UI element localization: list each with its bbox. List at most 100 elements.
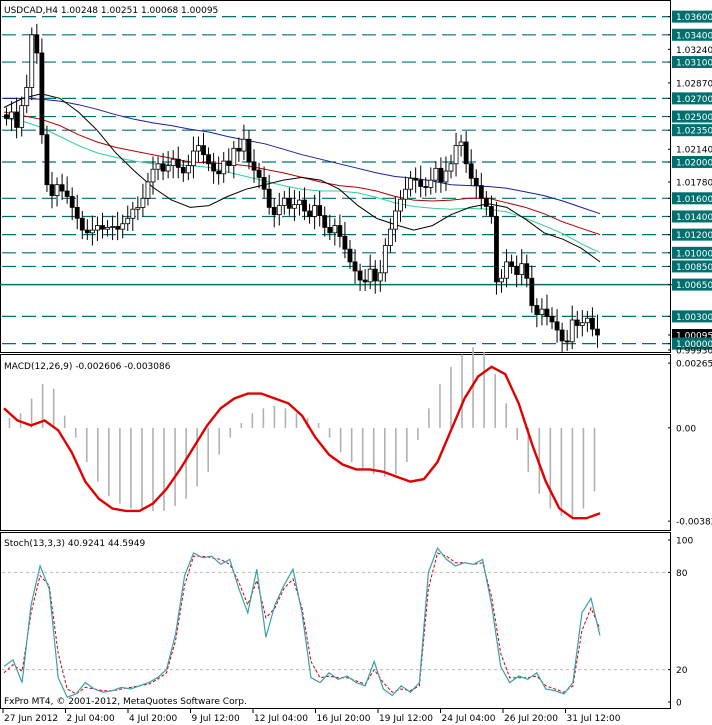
price-bar-body-15 (79, 217, 85, 231)
price-bar-body-24 (125, 217, 131, 225)
price-bar-body-83 (423, 186, 429, 188)
price-tick-label-7: 1.02350 (676, 127, 712, 137)
time-tick-label-2: 4 Jul 20:00 (129, 714, 178, 724)
time-tick-label-7: 24 Jul 04:00 (442, 714, 496, 724)
price-bar-body-102 (519, 263, 525, 276)
price-tick-label-19: 1.00000 (676, 340, 712, 350)
price-bar-body-109 (554, 321, 560, 331)
time-tick-label-5: 16 Jul 20:00 (317, 714, 371, 724)
price-bar-body-7 (39, 52, 45, 136)
macd-signal-polyline (3, 365, 601, 520)
macd-panel-frame (0, 354, 671, 531)
price-bar-body-46 (236, 147, 242, 152)
macd-panel-title: MACD(12,26,9) -0.002606 -0.003086 (4, 362, 171, 372)
price-level-lines (0, 16, 712, 345)
price-bar-body-60 (307, 210, 312, 217)
price-bar-body-92 (468, 163, 474, 179)
price-bar-body-71 (362, 279, 368, 283)
price-bar-body-77 (393, 210, 398, 230)
price-bar-body-19 (100, 225, 105, 230)
macd-tick-label-0: 0.00265 (676, 360, 712, 370)
price-bar-body-114 (579, 322, 585, 326)
price-bar-body-52 (266, 188, 272, 208)
time-tick-label-0: 27 Jun 2012 (4, 714, 58, 724)
price-bar-body-104 (529, 277, 535, 306)
price-bar-body-66 (337, 225, 343, 237)
price-tick-label-3: 1.03100 (676, 59, 712, 69)
ma-blue-line (4, 97, 601, 215)
time-axis: 27 Jun 2012 2 Jul 04:00 4 Jul 20:00 9 Jul 1… (2, 709, 621, 724)
price-tick-label-9: 1.02000 (676, 158, 712, 168)
price-bar-body-29 (150, 168, 156, 183)
price-panel-frame (0, 0, 671, 353)
price-tick-label-2: 1.03240 (676, 46, 712, 56)
price-bar-body-17 (89, 229, 95, 234)
price-tick-label-1: 1.03400 (676, 31, 712, 41)
price-bar-body-90 (458, 141, 464, 147)
price-bar-body-31 (160, 163, 166, 172)
price-bar-body-40 (206, 154, 211, 165)
price-bar-body-106 (539, 308, 545, 315)
price-bar-body-21 (110, 226, 115, 228)
price-tick-box-0 (672, 10, 712, 23)
price-tick-label-10: 1.01780 (676, 178, 712, 188)
stoch-level-lines (2, 571, 671, 671)
time-tick-label-6: 19 Jul 12:00 (379, 714, 433, 724)
stoch-tick-label-1: 80 (676, 569, 688, 579)
time-tick-label-4: 12 Jul 04:00 (254, 714, 308, 724)
price-bar-body-6 (34, 34, 40, 54)
price-tick-box-3 (672, 56, 712, 69)
price-tick-label-14: 1.01000 (676, 249, 712, 259)
price-bar-body-43 (221, 160, 227, 175)
price-bar-body-35 (180, 167, 186, 174)
price-bar-body-3 (19, 105, 25, 128)
price-bar-body-88 (448, 163, 454, 172)
price-bar-body-16 (84, 229, 90, 234)
price-tick-label-12: 1.01400 (676, 213, 712, 223)
ma-green-line (3, 117, 601, 254)
price-tick-box-15 (672, 260, 712, 273)
price-bar-body-96 (489, 206, 494, 217)
price-bar-body-32 (165, 165, 171, 172)
price-bar-body-76 (387, 228, 393, 246)
price-bar-body-22 (115, 226, 121, 230)
price-bar-body-61 (312, 205, 318, 217)
price-bar-body-0 (4, 114, 9, 119)
price-bar-body-85 (433, 167, 439, 181)
price-bar-body-112 (569, 319, 575, 343)
price-bar-body-75 (382, 245, 388, 274)
time-tick-label-9: 31 Jul 12:00 (567, 714, 621, 724)
price-tick-label-4: 1.02870 (676, 79, 712, 89)
price-bar-body-62 (317, 205, 323, 216)
price-bar-body-82 (418, 179, 424, 187)
price-bar-body-2 (14, 111, 20, 128)
price-bar-body-68 (347, 248, 353, 263)
price-bar-body-81 (413, 177, 419, 181)
stoch-main-line (3, 546, 601, 698)
price-panel-title: USDCAD,H4 1.00248 1.00251 1.00068 1.0009… (4, 6, 218, 16)
price-bar-body-9 (49, 184, 55, 196)
price-tick-box-6 (672, 110, 712, 123)
macd-tick-label-2: -0.00382 (676, 518, 712, 528)
price-bar-body-50 (256, 169, 262, 178)
time-tick-label-3: 9 Jul 12:00 (192, 714, 241, 724)
price-tick-box-13 (672, 228, 712, 241)
price-bar-body-4 (24, 87, 30, 107)
price-bar-body-97 (494, 216, 499, 283)
macd-histogram (8, 347, 596, 519)
price-tick-box-7 (672, 124, 712, 137)
price-bar-body-65 (332, 225, 338, 234)
price-bar-body-11 (59, 184, 65, 192)
price-bar-body-111 (564, 340, 570, 343)
price-bar-body-117 (595, 328, 600, 336)
price-bar-body-48 (246, 138, 252, 163)
price-bar-body-33 (170, 158, 176, 166)
macd-signal-line (3, 365, 601, 520)
footer-copyright: FxPro MT4, © 2001-2012, MetaQuotes Softw… (4, 697, 247, 707)
stoch-tick-label-3: 0 (676, 699, 682, 709)
price-bar-body-45 (231, 147, 237, 166)
price-tick-box-11 (672, 192, 712, 205)
price-bar-body-59 (302, 199, 307, 212)
macd-axis: 0.00265 0.00 -0.00382 (668, 360, 712, 528)
price-tick-label-17: 1.00300 (676, 313, 712, 323)
